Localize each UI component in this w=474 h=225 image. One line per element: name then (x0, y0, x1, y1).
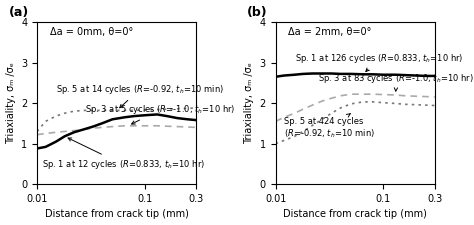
Text: Sp. 3 at 5 cycles ($R$=-1.0, $t_h$=10 hr): Sp. 3 at 5 cycles ($R$=-1.0, $t_h$=10 hr… (85, 103, 236, 124)
Text: Δa = 0mm, θ=0°: Δa = 0mm, θ=0° (50, 27, 133, 37)
Text: Sp. 3 at 83 cycles ($R$=-1.0, $t_h$=10 hr): Sp. 3 at 83 cycles ($R$=-1.0, $t_h$=10 h… (319, 72, 474, 91)
X-axis label: Distance from crack tip (mm): Distance from crack tip (mm) (283, 209, 427, 219)
Y-axis label: Triaxiality, σₘ /σₑ: Triaxiality, σₘ /σₑ (244, 62, 254, 144)
Text: Δa = 2mm, θ=0°: Δa = 2mm, θ=0° (288, 27, 372, 37)
Text: Sp. 1 at 12 cycles ($R$=0.833, $t_h$=10 hr): Sp. 1 at 12 cycles ($R$=0.833, $t_h$=10 … (42, 138, 205, 171)
X-axis label: Distance from crack tip (mm): Distance from crack tip (mm) (45, 209, 189, 219)
Y-axis label: Triaxiality, σₘ /σₑ: Triaxiality, σₘ /σₑ (6, 62, 16, 144)
Text: (a): (a) (9, 6, 29, 19)
Text: (b): (b) (247, 6, 267, 19)
Text: Sp. 5 at 14 cycles ($R$=-0.92, $t_h$=10 min): Sp. 5 at 14 cycles ($R$=-0.92, $t_h$=10 … (56, 83, 224, 108)
Text: Sp. 5 at 424 cycles
($R$=-0.92, $t_h$=10 min): Sp. 5 at 424 cycles ($R$=-0.92, $t_h$=10… (284, 114, 375, 140)
Text: Sp. 1 at 126 cycles ($R$=0.833, $t_h$=10 hr): Sp. 1 at 126 cycles ($R$=0.833, $t_h$=10… (294, 52, 463, 72)
